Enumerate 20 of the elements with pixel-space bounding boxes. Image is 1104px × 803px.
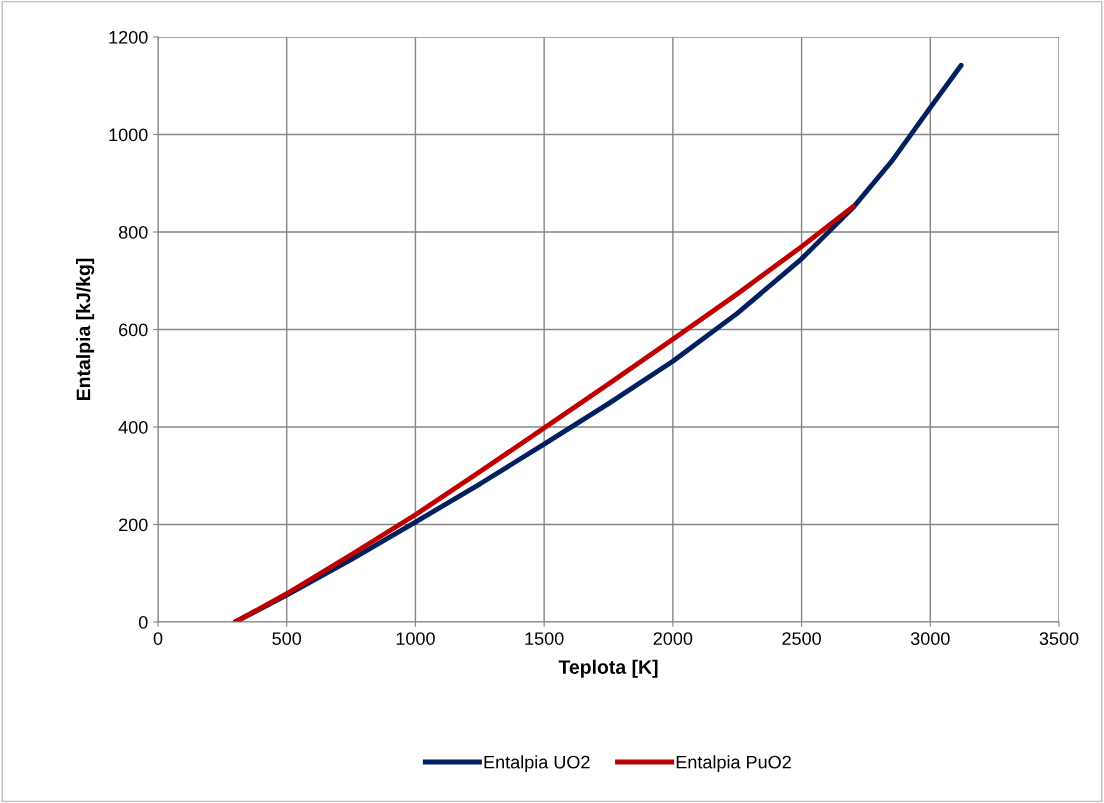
x-axis-title: Teplota [K] — [558, 659, 658, 678]
x-tick-label: 2000 — [653, 632, 693, 645]
y-tick-label: 200 — [119, 518, 148, 532]
x-tick-label: 0 — [153, 632, 163, 645]
x-tick-label: 500 — [272, 632, 302, 645]
x-tick-label: 3000 — [910, 632, 950, 645]
legend-label: Entalpia PuO2 — [676, 755, 791, 773]
x-tick-label: 2500 — [782, 632, 821, 645]
x-tick-label: 3500 — [1039, 632, 1079, 645]
y-axis-title: Entalpia [kJ/kg] — [76, 258, 95, 401]
y-tick-label: 1200 — [109, 30, 148, 44]
y-tick-label: 1000 — [109, 128, 148, 142]
y-tick-label: 600 — [119, 323, 148, 337]
y-tick-label: 0 — [138, 615, 148, 629]
line-series — [232, 204, 856, 622]
x-tick-label: 1500 — [525, 632, 564, 645]
y-tick-label: 400 — [118, 420, 148, 434]
legend-label: Entalpia UO2 — [484, 755, 590, 773]
y-tick-label: 800 — [118, 225, 148, 239]
x-tick-label: 1000 — [396, 632, 435, 645]
